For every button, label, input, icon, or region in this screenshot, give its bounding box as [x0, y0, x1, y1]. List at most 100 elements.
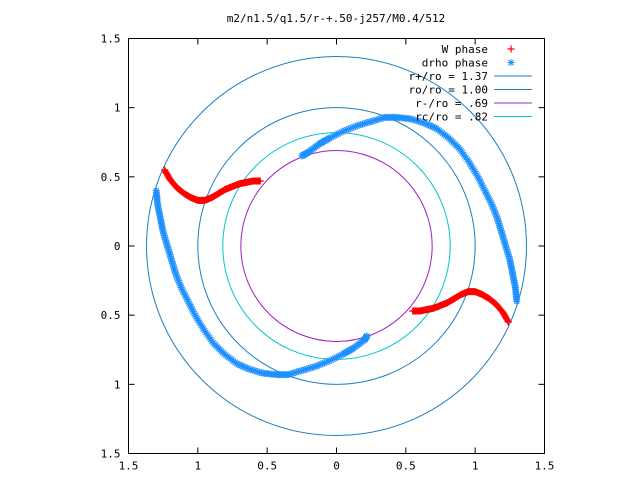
circle-ro [197, 107, 476, 385]
drho-phase-point [413, 117, 421, 125]
drho-phase-point [492, 211, 500, 219]
drho-phase-point [298, 152, 306, 160]
drho-phase-point [189, 308, 197, 316]
drho-phase-point [171, 268, 179, 276]
drho-phase-point [249, 366, 257, 374]
drho-phase-point [166, 251, 174, 259]
drho-phase-point [234, 360, 242, 368]
drho-phase-point [237, 362, 245, 370]
drho-phase-point [317, 360, 325, 368]
y-tick-label: 0.5 [101, 171, 121, 184]
drho-phase-point [165, 247, 173, 255]
drho-phase-point [485, 195, 493, 203]
drho-phase-point [494, 216, 502, 224]
drho-phase-point [491, 207, 499, 215]
drho-phase-point [324, 358, 332, 366]
drho-phase-point [491, 209, 499, 217]
drho-phase-point [346, 124, 354, 132]
drho-phase-point [164, 244, 172, 252]
drho-phase-point [182, 292, 190, 300]
drho-phase-point [420, 119, 428, 127]
drho-phase-point [418, 118, 426, 126]
drho-phase-point [170, 263, 178, 271]
drho-phase-point [363, 332, 371, 340]
x-tick-label: 1 [472, 460, 479, 473]
drho-phase-point [167, 256, 175, 264]
drho-phase-point [298, 367, 306, 374]
drho-phase-point [477, 178, 485, 186]
drho-phase-point [502, 242, 510, 250]
drho-phase-point [163, 240, 171, 248]
drho-phase-point [367, 118, 375, 125]
drho-phase-point [364, 119, 372, 127]
drho-phase-point [478, 181, 486, 189]
drho-phase-point [476, 176, 484, 184]
drho-phase-point [411, 116, 419, 124]
drho-phase-point [371, 116, 379, 124]
drho-phase-point [483, 190, 491, 198]
drho-phase-point [181, 290, 189, 298]
y-tick-label: 0 [114, 240, 121, 253]
drho-phase-point [352, 122, 360, 130]
drho-phase-point [506, 256, 514, 264]
drho-phase-point [336, 129, 344, 137]
drho-phase-point [498, 228, 506, 236]
circle-rc [222, 132, 451, 360]
drho-phase-point [348, 124, 356, 132]
drho-phase-point [369, 117, 377, 125]
drho-phase-point [475, 175, 483, 183]
drho-phase-point [169, 259, 177, 267]
drho-phase-point [486, 197, 494, 205]
legend-label: drho phase [422, 57, 488, 70]
chart-title: m2/n1.5/q1.5/r-+.50-j257/M0.4/512 [227, 12, 446, 25]
x-tick-label: 1.5 [119, 460, 139, 473]
axis-ticks: 1.5 1 0.5 0 0.5 1 1.51.510.500.511.5 [101, 33, 555, 473]
drho-phase-point [326, 357, 334, 365]
drho-phase-point [497, 226, 505, 234]
drho-phase-point [503, 245, 511, 253]
drho-phase-point [333, 353, 340, 361]
drho-phase-point [496, 223, 504, 231]
drho-phase-point [338, 128, 346, 136]
drho-phase-point [481, 187, 489, 195]
drho-phase-point [505, 252, 513, 260]
drho-phase-point [174, 277, 182, 285]
w-phase-series [161, 166, 512, 326]
drho-phase-point [322, 358, 330, 366]
drho-phase-point [242, 364, 250, 372]
drho-phase-point [341, 126, 349, 134]
drho-phase-point [173, 273, 181, 281]
drho-phase-point [166, 252, 174, 260]
drho-phase-point [163, 242, 171, 250]
circle-r- [240, 150, 433, 342]
drho-phase-point [240, 363, 248, 371]
drho-phase-point [257, 369, 265, 377]
drho-phase-point [170, 264, 178, 272]
x-tick-label: 1 [195, 460, 202, 473]
drho-phase-point [319, 360, 327, 368]
drho-phase-point [479, 183, 487, 191]
drho-phase-point [172, 270, 180, 278]
drho-phase-point [374, 115, 382, 123]
legend-label: r+/ro = 1.37 [409, 70, 488, 83]
drho-phase-point [247, 366, 255, 374]
x-tick-label: 0.5 [257, 460, 277, 473]
drho-phase-point [186, 301, 194, 309]
drho-phase-point [179, 287, 187, 295]
drho-phase-point [184, 297, 192, 305]
drho-phase-point [409, 116, 417, 124]
drho-phase-point [188, 304, 196, 312]
legend-label: W phase [442, 43, 488, 56]
y-tick-label: 1 [114, 102, 121, 115]
drho-phase-point [286, 370, 294, 378]
drho-phase-point [172, 271, 180, 279]
drho-phase-point [357, 121, 365, 129]
drho-phase-point [504, 251, 512, 259]
drho-phase-point [381, 113, 389, 121]
drho-phase-point [360, 120, 368, 128]
drho-phase-point [501, 240, 509, 248]
drho-phase-point [338, 351, 346, 359]
w-phase-point [256, 177, 264, 185]
drho-phase-point [233, 360, 241, 368]
